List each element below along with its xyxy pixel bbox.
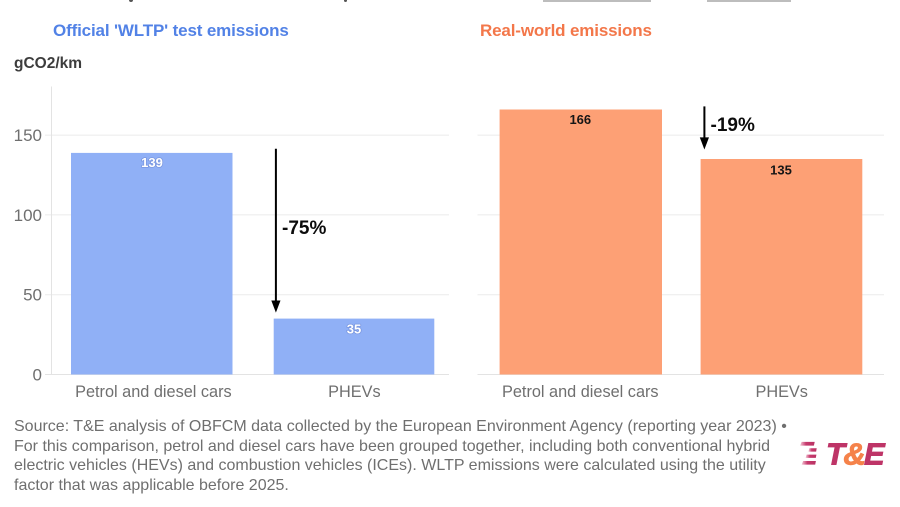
svg-text:Petrol and diesel cars: Petrol and diesel cars: [502, 383, 659, 401]
svg-text:-75%: -75%: [282, 218, 326, 239]
svg-text:PHEVs: PHEVs: [755, 383, 807, 401]
svg-text:0: 0: [33, 365, 42, 384]
svg-text:Petrol and diesel cars: Petrol and diesel cars: [75, 383, 232, 401]
svg-text:50: 50: [23, 286, 42, 305]
svg-text:166: 166: [569, 112, 591, 127]
svg-text:150: 150: [14, 126, 42, 145]
svg-text:E: E: [864, 437, 886, 472]
svg-text:T: T: [826, 437, 848, 472]
svg-text:PHEVs: PHEVs: [328, 383, 380, 401]
svg-text:35: 35: [347, 321, 361, 336]
svg-text:100: 100: [14, 206, 42, 225]
svg-text:135: 135: [770, 162, 792, 177]
svg-text:&: &: [844, 437, 866, 472]
svg-text:-19%: -19%: [711, 115, 755, 136]
svg-text:139: 139: [141, 155, 163, 170]
